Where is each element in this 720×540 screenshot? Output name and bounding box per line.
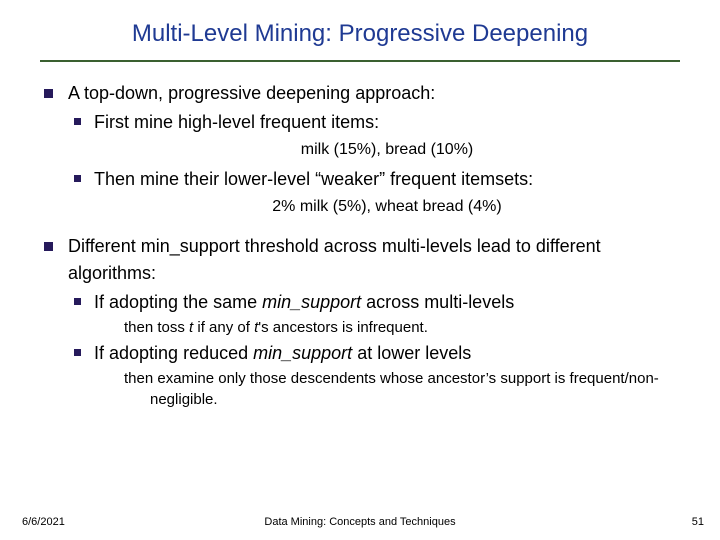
level2-list: First mine high-level frequent items: mi… bbox=[68, 109, 680, 219]
bullet-different-minsup: Different min_support threshold across m… bbox=[40, 233, 680, 410]
bullet-text-suffix: across multi-levels bbox=[361, 292, 514, 312]
bullet-text-prefix: If adopting the same bbox=[94, 292, 262, 312]
level2-list: If adopting the same min_support across … bbox=[68, 289, 680, 316]
sub-a: then toss bbox=[124, 319, 189, 336]
bullet-topdown: A top-down, progressive deepening approa… bbox=[40, 80, 680, 219]
bullet-text: Different min_support threshold across m… bbox=[68, 236, 601, 283]
bullet-first-mine: First mine high-level frequent items: mi… bbox=[68, 109, 680, 162]
example-low-level: 2% milk (5%), wheat bread (4%) bbox=[94, 195, 680, 219]
bullet-text: First mine high-level frequent items: bbox=[94, 112, 379, 132]
subline-reduced: then examine only those descendents whos… bbox=[124, 369, 680, 410]
bullet-then-mine: Then mine their lower-level “weaker” fre… bbox=[68, 166, 680, 219]
bullet-text: Then mine their lower-level “weaker” fre… bbox=[94, 169, 533, 189]
italic-minsup: min_support bbox=[253, 343, 352, 363]
title-divider bbox=[40, 60, 680, 62]
bullet-text-prefix: If adopting reduced bbox=[94, 343, 253, 363]
bullet-text: A top-down, progressive deepening approa… bbox=[68, 83, 435, 103]
sub-c: 's ancestors is infrequent. bbox=[258, 319, 428, 336]
footer-page: 51 bbox=[692, 516, 704, 528]
subline-same: then toss t if any of t's ancestors is i… bbox=[124, 318, 680, 338]
bullet-reduced-minsup: If adopting reduced min_support at lower… bbox=[68, 340, 680, 367]
level2-list: If adopting reduced min_support at lower… bbox=[68, 340, 680, 367]
level1-list: A top-down, progressive deepening approa… bbox=[40, 80, 680, 410]
bullet-text-suffix: at lower levels bbox=[352, 343, 471, 363]
bullet-same-minsup: If adopting the same min_support across … bbox=[68, 289, 680, 316]
italic-minsup: min_support bbox=[262, 292, 361, 312]
footer-title: Data Mining: Concepts and Techniques bbox=[0, 516, 720, 528]
slide: Multi-Level Mining: Progressive Deepenin… bbox=[0, 0, 720, 540]
page-title: Multi-Level Mining: Progressive Deepenin… bbox=[40, 20, 680, 48]
content-body: A top-down, progressive deepening approa… bbox=[40, 80, 680, 410]
sub-b: if any of bbox=[193, 319, 254, 336]
example-high-level: milk (15%), bread (10%) bbox=[94, 138, 680, 162]
